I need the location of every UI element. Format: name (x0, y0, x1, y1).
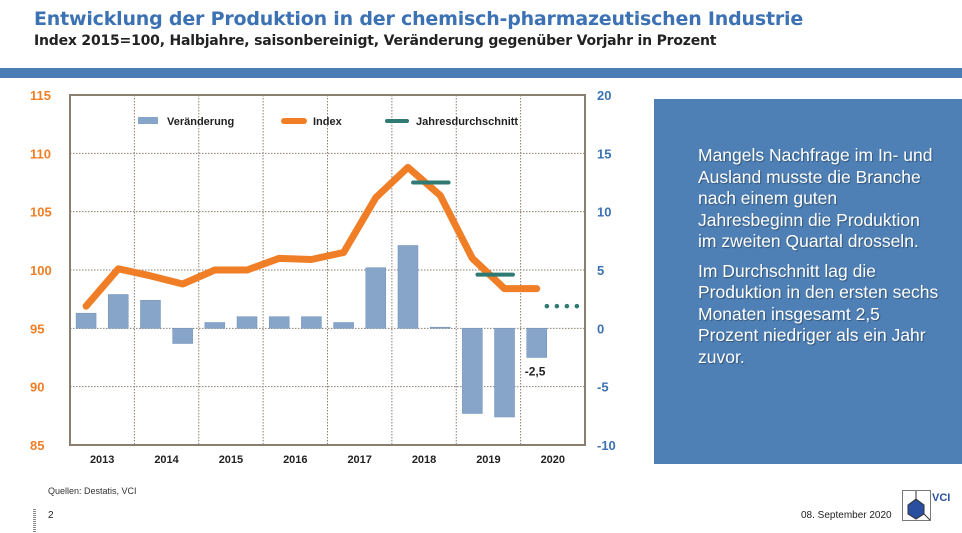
x-axis-tick-label: 2014 (154, 454, 179, 466)
average-dot-2020 (574, 303, 580, 309)
bar-veraenderung (236, 316, 258, 329)
legend-label: Index (313, 116, 343, 128)
comment-paragraph-1: Mangels Nachfrage im In- und Ausland mus… (698, 145, 933, 251)
vci-logo: VCI (902, 490, 950, 521)
bar-veraenderung (140, 300, 161, 329)
right-axis-tick-label: -10 (597, 438, 616, 453)
bar-veraenderung (172, 328, 193, 344)
x-axis-tick-label: 2019 (476, 454, 500, 466)
bar-data-label: -2,5 (525, 365, 546, 379)
left-axis-tick-label: 100 (30, 263, 52, 278)
header-band (0, 68, 962, 78)
source-note: Quellen: Destatis, VCI (48, 486, 137, 496)
left-axis-tick-label: 85 (30, 438, 44, 453)
legend-label: Veränderung (167, 116, 234, 128)
bar-veraenderung (333, 322, 354, 329)
bar-veraenderung (365, 267, 387, 329)
average-dot-2020 (544, 303, 550, 309)
left-axis-tick-label: 90 (30, 380, 44, 395)
legend-swatch-veraenderung (138, 117, 158, 124)
bar-veraenderung (268, 316, 290, 329)
bar-veraenderung (397, 245, 419, 329)
bar-veraenderung (429, 326, 451, 329)
index-line (82, 163, 541, 310)
bar-veraenderung (301, 316, 322, 329)
x-axis-tick-label: 2015 (219, 454, 243, 466)
right-axis-tick-label: 15 (597, 146, 611, 161)
comment-paragraph-2: Im Durchschnitt lag die Produktion in de… (698, 260, 939, 367)
bar-veraenderung (494, 328, 515, 418)
x-axis-tick-label: 2018 (412, 454, 436, 466)
right-axis-tick-label: 5 (597, 263, 604, 278)
bar-veraenderung (526, 328, 547, 358)
x-axis-tick-label: 2017 (347, 454, 371, 466)
bar-veraenderung (75, 312, 97, 329)
svg-text:VCI: VCI (932, 492, 950, 504)
left-axis-tick-label: 95 (30, 321, 44, 336)
comment-box: Mangels Nachfrage im In- und Ausland mus… (654, 99, 962, 464)
left-axis-tick-label: 115 (30, 88, 51, 103)
bar-veraenderung (462, 328, 483, 414)
x-axis-tick-label: 2013 (90, 454, 114, 466)
right-axis-tick-label: 0 (597, 321, 604, 336)
page-marker (33, 509, 36, 533)
average-dot-2020 (554, 303, 560, 309)
x-axis-tick-label: 2020 (541, 454, 565, 466)
right-axis-tick-label: 10 (597, 205, 611, 220)
page-number: 2 (48, 510, 54, 521)
plot-frame (69, 94, 586, 446)
average-dot-2020 (564, 303, 570, 309)
page-title: Entwicklung der Produktion in der chemis… (34, 8, 804, 30)
left-axis-tick-label: 105 (30, 205, 52, 220)
x-axis-tick-label: 2016 (283, 454, 307, 466)
right-axis-tick-label: -5 (597, 380, 609, 395)
bar-veraenderung (204, 322, 226, 329)
page-subtitle: Index 2015=100, Halbjahre, saisonbereini… (34, 33, 717, 49)
legend-label: Jahresdurchschnitt (416, 116, 518, 128)
bar-veraenderung (108, 294, 129, 329)
right-axis-tick-label: 20 (597, 88, 611, 103)
left-axis-tick-label: 110 (30, 146, 51, 161)
date: 08. September 2020 (801, 510, 892, 521)
